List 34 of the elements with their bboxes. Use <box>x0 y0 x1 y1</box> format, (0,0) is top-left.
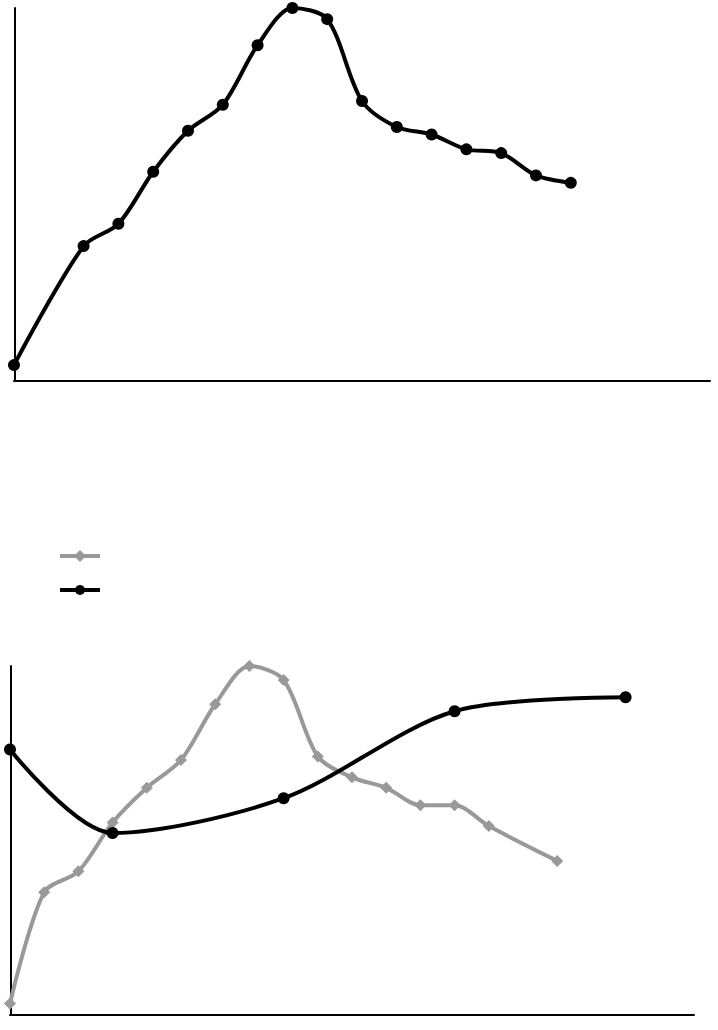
point <box>482 820 495 833</box>
point <box>175 753 187 766</box>
point <box>321 13 334 26</box>
point <box>356 95 368 107</box>
point <box>277 673 290 686</box>
point <box>209 698 222 711</box>
point <box>619 691 632 704</box>
point <box>311 750 324 763</box>
point <box>380 781 393 794</box>
point <box>38 886 51 899</box>
point <box>112 217 125 230</box>
point <box>182 124 194 137</box>
point <box>72 865 85 878</box>
point <box>346 771 358 784</box>
point <box>495 147 508 160</box>
point <box>448 705 461 718</box>
point <box>106 816 119 829</box>
point <box>551 854 564 867</box>
point <box>216 98 229 111</box>
point <box>140 781 153 794</box>
point <box>251 39 264 52</box>
point <box>106 827 119 840</box>
point <box>4 743 16 756</box>
point <box>564 176 577 189</box>
point <box>77 240 90 253</box>
point <box>530 169 542 182</box>
point <box>147 165 160 178</box>
point <box>425 128 438 141</box>
point <box>460 143 473 156</box>
point <box>8 359 20 372</box>
point <box>286 2 299 14</box>
point <box>390 121 403 134</box>
point <box>4 997 16 1010</box>
point <box>277 792 290 805</box>
